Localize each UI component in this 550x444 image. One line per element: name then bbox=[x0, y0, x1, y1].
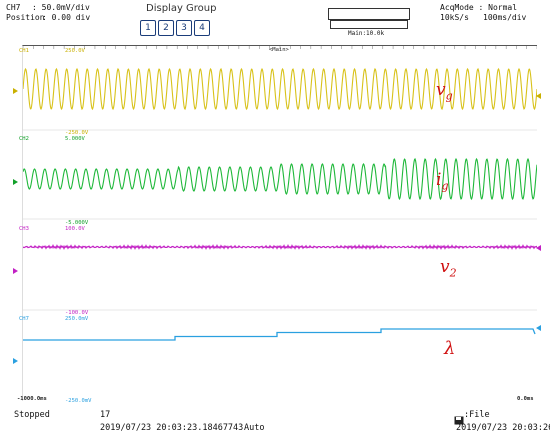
ch1-offset-marker[interactable] bbox=[13, 88, 18, 94]
v2-signal-label: v2 bbox=[440, 257, 457, 279]
display-group-1-button[interactable]: 1 bbox=[140, 20, 156, 36]
time-axis-left: -1000.0ms bbox=[17, 396, 47, 402]
ch3-label: CH3 bbox=[19, 226, 29, 232]
ig-waveform bbox=[22, 157, 538, 201]
vg-symbol: v bbox=[436, 80, 446, 100]
ch7-right-marker bbox=[536, 325, 541, 331]
v2-subscript: 2 bbox=[449, 266, 457, 280]
channel-position-key: Position bbox=[6, 13, 45, 22]
time-per-division: 100ms/div bbox=[483, 13, 527, 22]
trigger-mode: Auto bbox=[244, 423, 265, 433]
acquisition-count: 17 bbox=[100, 410, 111, 420]
display-group-2-button[interactable]: 2 bbox=[158, 20, 174, 36]
file-label[interactable]: :File bbox=[464, 410, 490, 420]
ch2-bottom-scale: -5.000V bbox=[65, 220, 89, 226]
ch1-right-marker bbox=[536, 93, 541, 99]
ch7-top-scale: 250.0mV bbox=[65, 316, 89, 322]
ch1-top-scale: 250.0V bbox=[65, 48, 85, 54]
display-group-3-button[interactable]: 3 bbox=[176, 20, 192, 36]
channel-scale-value: : 50.0mV/div bbox=[32, 3, 90, 12]
oscilloscope-screen: <Main> CH1 250.0V -250.0V CH2 5.000V -5.… bbox=[17, 45, 538, 404]
acquisition-mode: AcqMode : Normal bbox=[440, 3, 518, 12]
vg-subscript: g bbox=[445, 89, 453, 103]
ch2-top-scale: 5.000V bbox=[65, 136, 85, 142]
file-save-icon[interactable] bbox=[454, 410, 464, 425]
ig-symbol: i bbox=[436, 170, 442, 190]
vg-signal-label: vg bbox=[436, 80, 453, 102]
v2-symbol: v bbox=[440, 257, 450, 277]
vg-waveform bbox=[22, 67, 538, 111]
channel-position-value: : 0.00 div bbox=[42, 13, 91, 22]
zoom-window-box[interactable] bbox=[328, 8, 410, 20]
ig-signal-label: ig bbox=[436, 170, 448, 192]
v2-waveform bbox=[22, 243, 538, 251]
ch1-label: CH1 bbox=[19, 48, 29, 54]
ch1-bottom-scale: -250.0V bbox=[65, 130, 89, 136]
ch7-offset-marker[interactable] bbox=[13, 358, 18, 364]
main-tag: <Main> bbox=[269, 47, 289, 53]
graticule-center-ticks bbox=[22, 46, 538, 49]
ch3-right-marker bbox=[536, 245, 541, 251]
main-record-box bbox=[330, 20, 408, 29]
ch7-label: CH7 bbox=[19, 316, 29, 322]
lambda-symbol: λ bbox=[444, 338, 456, 359]
channel-scale-key: CH7 bbox=[6, 3, 21, 12]
display-group-title: Display Group bbox=[146, 3, 217, 14]
main-record-label: Main:10.0k bbox=[348, 30, 385, 37]
ch7-bottom-scale: -250.0mV bbox=[65, 398, 92, 404]
ch3-offset-marker[interactable] bbox=[13, 268, 18, 274]
ch2-offset-marker[interactable] bbox=[13, 179, 18, 185]
time-axis-right: 0.0ms bbox=[517, 396, 534, 402]
ch3-top-scale: 100.0V bbox=[65, 226, 85, 232]
ch2-label: CH2 bbox=[19, 136, 29, 142]
lambda-waveform bbox=[23, 328, 536, 341]
waveform-canvas bbox=[22, 46, 538, 341]
display-group-4-button[interactable]: 4 bbox=[194, 20, 210, 36]
trigger-timestamp: 2019/07/23 20:03:23.18467743 bbox=[100, 423, 244, 433]
lambda-signal-label: λ bbox=[444, 338, 455, 359]
ch3-bottom-scale: -100.0V bbox=[65, 310, 89, 316]
ig-subscript: g bbox=[441, 179, 449, 193]
file-timestamp: 2019/07/23 20:03:26 bbox=[456, 423, 550, 433]
sample-rate: 10kS/s bbox=[440, 13, 469, 22]
run-status: Stopped bbox=[14, 410, 50, 420]
